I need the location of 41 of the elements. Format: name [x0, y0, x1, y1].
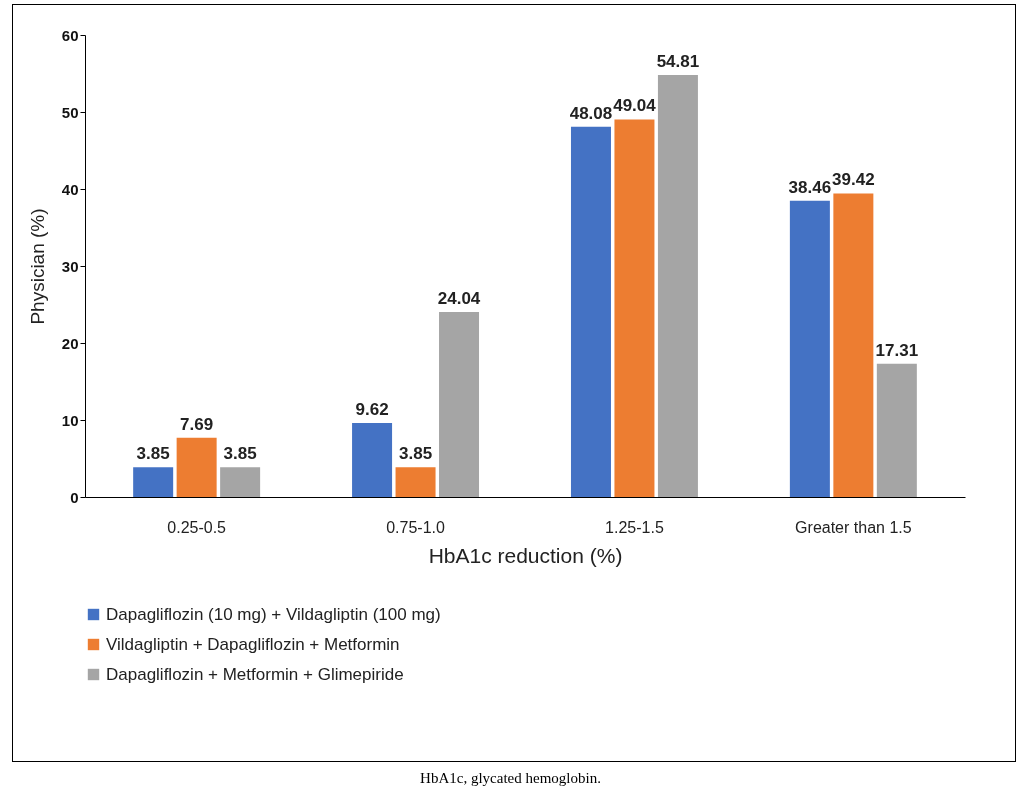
- bar: [176, 437, 217, 497]
- y-tick-label: 40: [61, 180, 79, 198]
- bar: [439, 311, 480, 497]
- bar: [833, 193, 874, 497]
- bar: [876, 363, 917, 497]
- bar: [220, 467, 261, 497]
- y-tick-label: 60: [61, 26, 79, 44]
- data-label: 24.04: [437, 288, 481, 308]
- bar: [614, 119, 655, 497]
- text: HbA1c, glycated hemoglobin.: [419, 770, 602, 787]
- x-tick-label: 0.25-0.5: [167, 518, 227, 536]
- data-label: 39.42: [832, 170, 875, 190]
- data-label: 17.31: [875, 340, 919, 360]
- data-label: 49.04: [613, 96, 657, 116]
- y-tick-label: 0: [70, 488, 79, 506]
- bar: [395, 467, 436, 497]
- data-label: 3.85: [223, 444, 257, 464]
- data-label: 48.08: [569, 103, 613, 123]
- bar: [657, 74, 698, 497]
- bar: [570, 126, 611, 497]
- y-tick-label: 30: [61, 257, 79, 275]
- legend-label: Dapagliflozin (10 mg) + Vildagliptin (100 mg): [106, 604, 441, 624]
- data-label: 3.85: [399, 444, 433, 464]
- x-tick-label: 0.75-1.0: [386, 518, 445, 536]
- bar: [133, 467, 174, 497]
- y-tick-label: 50: [61, 103, 79, 121]
- data-label: 38.46: [788, 177, 832, 197]
- legend-label: Vildagliptin + Dapagliflozin + Metformin: [106, 634, 400, 654]
- x-tick-label: Greater than 1.5: [795, 518, 912, 536]
- data-label: 54.81: [656, 51, 700, 71]
- data-label: 9.62: [355, 399, 389, 419]
- bar: [352, 422, 393, 497]
- data-label: 7.69: [180, 414, 214, 434]
- bar: [789, 200, 830, 497]
- x-axis-title: HbA1c reduction (%): [428, 543, 623, 567]
- data-label: 3.85: [136, 444, 170, 464]
- y-tick-label: 10: [61, 411, 79, 429]
- y-tick-label: 20: [61, 334, 79, 352]
- x-tick-label: 1.25-1.5: [605, 518, 664, 536]
- legend-label: Dapagliflozin + Metformin + Glimepiride: [106, 664, 404, 684]
- y-axis-title: Physician (%): [26, 208, 48, 325]
